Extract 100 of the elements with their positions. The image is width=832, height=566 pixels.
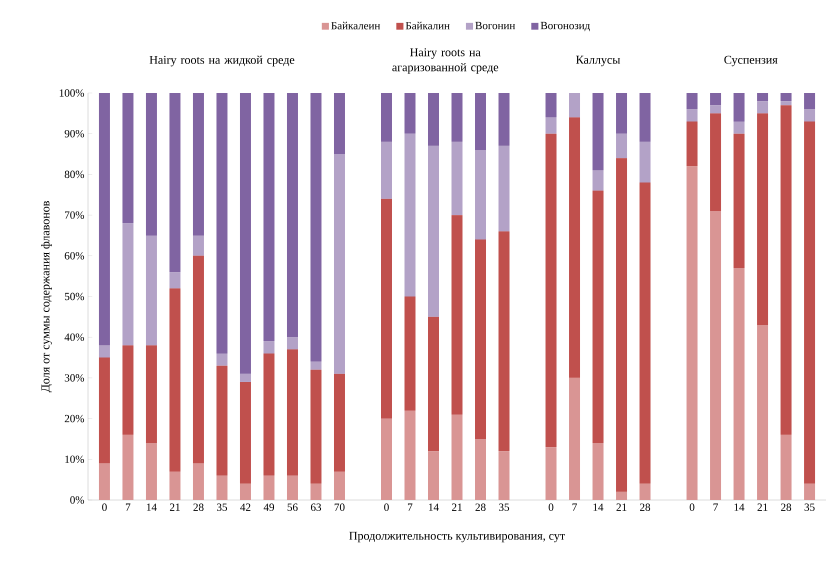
bar — [452, 215, 463, 415]
bar — [546, 93, 557, 118]
bar — [640, 142, 651, 183]
bar — [616, 93, 628, 134]
bar — [710, 113, 722, 212]
bar — [192, 256, 204, 464]
x-tick-label: 0 — [102, 504, 107, 511]
bar — [804, 121, 816, 484]
bar — [475, 150, 486, 240]
legend-label: Байкалеин — [331, 22, 380, 30]
bar — [569, 93, 580, 118]
x-tick-label: 28 — [640, 504, 650, 511]
bar — [475, 240, 486, 439]
y-tick-label: 30% — [64, 374, 84, 382]
y-tick-label: 90% — [64, 130, 84, 138]
x-tick-label: 21 — [452, 504, 462, 511]
bar — [780, 105, 792, 435]
x-tick-label: 70 — [334, 504, 345, 511]
bar — [310, 362, 322, 370]
bar — [334, 472, 345, 500]
x-tick-label: 0 — [690, 504, 694, 511]
bar — [428, 146, 439, 317]
bar — [498, 93, 510, 146]
y-tick-label: 80% — [64, 170, 84, 178]
bar — [146, 93, 157, 236]
y-axis-title: Доля от суммы содержания флавонов — [41, 201, 52, 392]
bar — [498, 231, 510, 452]
bar — [686, 93, 698, 110]
bar — [640, 182, 651, 484]
x-tick-label: 14 — [146, 504, 157, 511]
bar — [286, 476, 298, 500]
bar — [780, 434, 792, 500]
x-tick-label: 28 — [475, 504, 486, 511]
x-tick-label: 0 — [548, 504, 554, 511]
bar — [240, 93, 251, 374]
x-tick-label: 28 — [781, 504, 792, 511]
bar — [475, 438, 486, 500]
bar — [757, 93, 768, 102]
bar — [334, 154, 345, 374]
x-tick-label: 7 — [408, 504, 412, 511]
bar — [263, 93, 274, 342]
bar — [240, 484, 251, 500]
text: Суспензия — [724, 56, 778, 66]
bar — [734, 121, 745, 134]
x-tick-label: 7 — [714, 504, 718, 511]
bar — [404, 410, 416, 500]
bar — [169, 93, 180, 272]
legend-label: Вогонин — [475, 22, 516, 30]
bar — [710, 93, 722, 106]
y-tick-label: 40% — [64, 333, 84, 341]
bar — [192, 235, 204, 256]
x-tick-label: 35 — [804, 504, 815, 511]
x-tick-label: 21 — [758, 504, 768, 511]
x-tick-label: 49 — [264, 504, 274, 511]
bar — [334, 374, 345, 472]
x-tick-label: 14 — [593, 504, 604, 511]
bar — [216, 366, 228, 476]
bar — [780, 101, 792, 106]
bar — [452, 93, 463, 142]
bar — [122, 223, 134, 346]
y-tick-label: 60% — [64, 252, 84, 260]
bar — [452, 414, 463, 500]
text: Hairy roots на жидкой среде — [150, 56, 294, 66]
bar — [452, 142, 463, 216]
bar — [475, 93, 486, 150]
x-tick-label: 7 — [572, 504, 577, 511]
bar — [192, 463, 204, 500]
bar — [263, 476, 274, 500]
bar — [216, 93, 228, 354]
bar — [734, 134, 745, 268]
bar — [310, 484, 322, 500]
x-tick-label: 56 — [288, 504, 298, 511]
bar — [428, 451, 439, 500]
bar — [686, 166, 698, 500]
bar — [710, 105, 722, 114]
bar — [546, 134, 557, 448]
bar — [146, 443, 157, 500]
bar — [640, 484, 651, 500]
bar — [569, 378, 580, 500]
y-tick-label: 20% — [64, 414, 84, 422]
bar — [286, 93, 298, 338]
text: Каллусы — [576, 56, 620, 66]
y-tick-label: 0% — [70, 496, 84, 504]
x-tick-label: 28 — [193, 504, 204, 511]
x-tick-label: 14 — [734, 504, 744, 511]
bar — [334, 93, 345, 154]
bar — [734, 268, 745, 500]
y-tick-label: 70% — [65, 211, 84, 219]
x-tick-label: 0 — [384, 504, 389, 511]
bar — [122, 434, 134, 500]
bar — [98, 463, 110, 500]
bar — [240, 382, 251, 484]
bar — [146, 235, 157, 346]
bar — [263, 341, 274, 354]
bar — [804, 93, 816, 110]
bar — [498, 451, 510, 500]
bar — [380, 198, 392, 419]
bar — [592, 170, 604, 191]
bar — [98, 358, 110, 464]
bar — [757, 324, 768, 500]
